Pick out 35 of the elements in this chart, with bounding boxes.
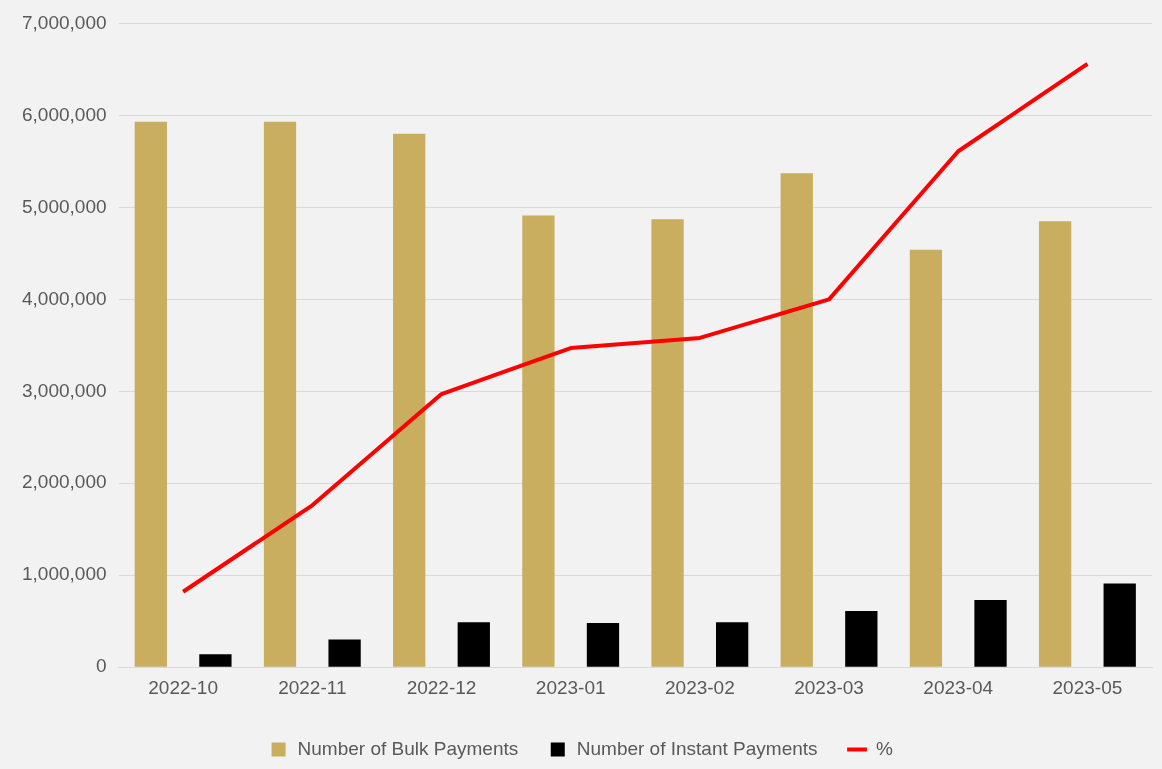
bar — [134, 121, 167, 667]
bar — [199, 654, 232, 667]
bar — [1038, 221, 1072, 667]
bar — [974, 600, 1007, 667]
bar — [586, 623, 620, 667]
bar — [522, 215, 555, 667]
x-tick-label: 2023-04 — [923, 676, 994, 698]
bar — [909, 249, 943, 667]
bar — [457, 622, 490, 667]
y-tick-label: 7,000,000 — [21, 11, 107, 33]
y-tick-label: 0 — [95, 655, 107, 677]
bar — [651, 219, 684, 667]
y-tick-label: 3,000,000 — [21, 379, 107, 401]
y-tick-label: 5,000,000 — [21, 195, 107, 217]
bar — [328, 639, 361, 667]
legend-label: Number of Instant Payments — [576, 737, 818, 759]
x-tick-label: 2023-02 — [664, 676, 735, 698]
bar — [1103, 583, 1136, 667]
y-tick-label: 6,000,000 — [21, 103, 107, 125]
x-tick-label: 2023-05 — [1052, 676, 1123, 698]
y-tick-label: 1,000,000 — [21, 563, 107, 585]
bar — [845, 611, 878, 667]
x-tick-label: 2022-11 — [278, 676, 347, 698]
x-tick-label: 2022-10 — [148, 676, 218, 698]
x-tick-label: 2023-03 — [794, 676, 864, 698]
legend-label: % — [876, 737, 894, 759]
bar — [780, 173, 813, 667]
legend-label: Number of Bulk Payments — [297, 737, 519, 759]
y-tick-label: 2,000,000 — [21, 471, 107, 493]
x-tick-label: 2022-12 — [406, 676, 477, 698]
bar — [263, 121, 297, 667]
bar — [393, 133, 426, 667]
x-tick-label: 2023-01 — [535, 676, 606, 698]
y-tick-label: 4,000,000 — [21, 287, 107, 309]
bar — [716, 622, 749, 667]
